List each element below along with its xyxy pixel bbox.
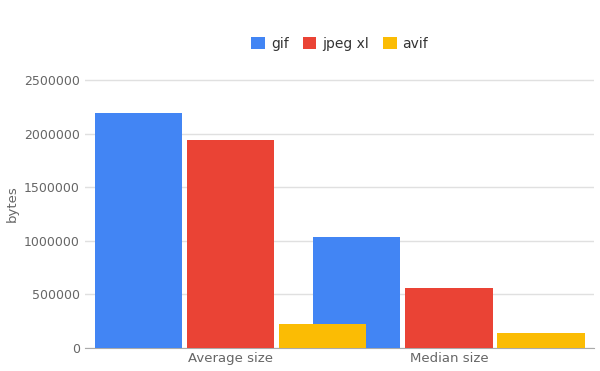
Bar <box>279 324 367 348</box>
Bar <box>313 237 400 348</box>
Bar <box>497 333 585 348</box>
Legend: gif, jpeg xl, avif: gif, jpeg xl, avif <box>246 31 433 56</box>
Bar <box>95 114 182 348</box>
Bar <box>405 288 493 348</box>
Bar <box>187 140 274 348</box>
Y-axis label: bytes: bytes <box>5 185 19 221</box>
